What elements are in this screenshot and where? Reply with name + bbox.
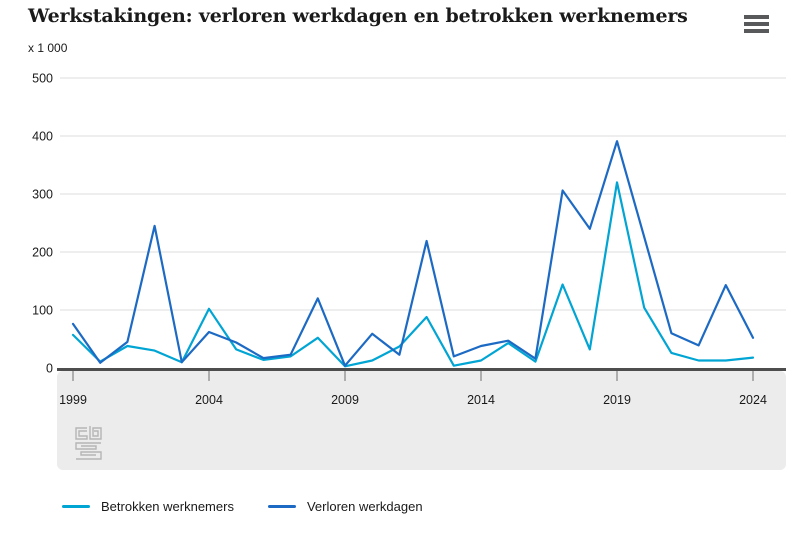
series-lines-group: [71, 140, 755, 368]
page-title: Werkstakingen: verloren werkdagen en bet…: [28, 5, 688, 27]
line-chart: 0 100 200 300 400 500 1999 2004 2009 2014 2019 202…: [32, 72, 786, 470]
x-tick-label: 2014: [467, 393, 495, 407]
menu-bar: [744, 15, 769, 19]
x-tick-label: 2019: [603, 393, 631, 407]
legend-swatch-verloren-werkdagen: [267, 505, 296, 508]
chart-legend: Betrokken werknemers Verloren werkdagen: [62, 499, 423, 514]
menu-bar: [744, 22, 769, 26]
x-tick-label: 1999: [59, 393, 87, 407]
series-line-verloren-werkdagen[interactable]: [71, 140, 755, 367]
y-tick-label: 100: [32, 304, 53, 318]
cbs-logo-b: [89, 426, 102, 440]
y-axis-labels: 0 100 200 300 400 500: [32, 72, 53, 376]
y-tick-label: 0: [46, 362, 53, 376]
x-tick-label: 2009: [331, 393, 359, 407]
cbs-logo-c: [75, 427, 88, 440]
x-tick-label: 2024: [739, 393, 767, 407]
legend-item-betrokken-werknemers[interactable]: Betrokken werknemers: [62, 499, 234, 514]
legend-item-verloren-werkdagen[interactable]: Verloren werkdagen: [267, 499, 423, 514]
x-tick-label: 2004: [195, 393, 223, 407]
y-tick-label: 500: [32, 72, 53, 86]
y-tick-label: 400: [32, 130, 53, 144]
legend-label: Verloren werkdagen: [306, 499, 423, 514]
y-axis-unit-label: x 1 000: [28, 41, 68, 55]
menu-bar: [744, 29, 769, 33]
series-line-betrokken-werknemers[interactable]: [71, 181, 755, 368]
hamburger-menu-icon[interactable]: [744, 15, 769, 36]
x-axis-band: [57, 371, 786, 470]
gridlines-group: [60, 77, 786, 311]
y-tick-label: 300: [32, 188, 53, 202]
cbs-logo-s: [75, 442, 102, 460]
legend-label: Betrokken werknemers: [101, 499, 234, 514]
legend-swatch-betrokken-werknemers: [62, 505, 90, 508]
x-axis-labels: 1999 2004 2009 2014 2019 2024: [59, 393, 767, 407]
x-axis-ticks: [72, 371, 754, 381]
cbs-logo: [75, 426, 102, 460]
y-tick-label: 200: [32, 246, 53, 260]
